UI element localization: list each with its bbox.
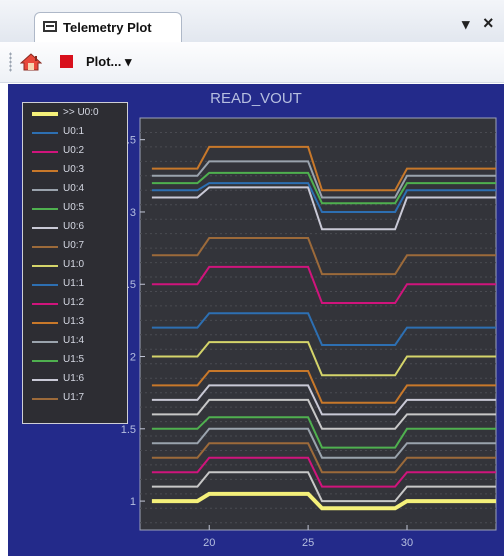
legend-label: U1:2 (63, 297, 85, 308)
series-line (151, 471, 496, 503)
legend-label: U0:1 (63, 126, 85, 137)
legend-swatch (32, 303, 58, 305)
legend-item[interactable]: U0:1 (29, 126, 125, 140)
legend-item[interactable]: U0:7 (29, 240, 125, 254)
home-button[interactable] (19, 52, 43, 72)
series-line (151, 416, 496, 449)
legend-item[interactable]: U0:6 (29, 221, 125, 235)
series-line (151, 171, 496, 205)
series-line (151, 265, 496, 304)
series-line (151, 370, 496, 404)
x-tick-label: 30 (401, 537, 413, 549)
series-line (151, 341, 496, 377)
legend-swatch (32, 246, 58, 248)
home-icon (19, 53, 43, 71)
legend-swatch (32, 284, 58, 286)
y-tick-label: 2 (130, 352, 136, 364)
series-line (151, 427, 496, 459)
legend-label: U1:4 (63, 335, 85, 346)
legend-swatch (32, 112, 58, 116)
legend-swatch (32, 398, 58, 400)
legend-label: U1:5 (63, 354, 85, 365)
tab-telemetry-plot[interactable]: Telemetry Plot (34, 12, 182, 42)
legend-item[interactable]: U0:4 (29, 183, 125, 197)
legend-item[interactable]: U1:7 (29, 392, 125, 406)
legend-item[interactable]: U1:1 (29, 278, 125, 292)
tab-title: Telemetry Plot (63, 20, 152, 35)
series-line (151, 491, 496, 511)
legend-swatch (32, 322, 58, 324)
y-tick-label: 1.5 (121, 424, 136, 436)
legend-label: >> U0:0 (63, 107, 99, 118)
stop-button[interactable] (60, 55, 73, 68)
legend-label: U1:7 (63, 392, 85, 403)
plot-menu-button[interactable]: Plot... ▾ (86, 54, 132, 69)
series-line (151, 456, 496, 488)
legend-swatch (32, 208, 58, 210)
legend-label: U1:6 (63, 373, 85, 384)
legend-label: U0:4 (63, 183, 85, 194)
legend-swatch (32, 379, 58, 381)
legend-item[interactable]: U1:5 (29, 354, 125, 368)
series-line (151, 160, 496, 199)
legend-item[interactable]: U1:0 (29, 259, 125, 273)
legend-swatch (32, 170, 58, 172)
legend-item[interactable]: U0:3 (29, 164, 125, 178)
window-icon (43, 21, 57, 32)
legend-label: U1:1 (63, 278, 85, 289)
legend-label: U0:3 (63, 164, 85, 175)
legend-label: U0:7 (63, 240, 85, 251)
legend-label: U1:3 (63, 316, 85, 327)
legend-item[interactable]: U0:5 (29, 202, 125, 216)
y-tick-label: 1 (130, 496, 136, 508)
document-tab-strip: Telemetry Plot ▾ × (0, 0, 504, 43)
series-line (151, 398, 496, 430)
legend-swatch (32, 341, 58, 343)
chart-title: READ_VOUT (210, 90, 302, 107)
legend-item[interactable]: U1:6 (29, 373, 125, 387)
x-tick-label: 25 (302, 537, 314, 549)
chart-legend[interactable]: >> U0:0 U0:1 U0:2 U0:3 U0:4 U0:5 U0:6 U0:7 U1:0 U… (22, 102, 128, 424)
legend-label: U0:5 (63, 202, 85, 213)
legend-item[interactable]: U0:2 (29, 145, 125, 159)
series-line (151, 145, 496, 192)
series-line (151, 312, 496, 346)
legend-swatch (32, 227, 58, 229)
toolbar-grip[interactable] (9, 52, 12, 72)
series-line (151, 442, 496, 474)
legend-swatch (32, 132, 58, 134)
legend-swatch (32, 151, 58, 153)
legend-item[interactable]: U1:4 (29, 335, 125, 349)
legend-label: U0:6 (63, 221, 85, 232)
y-tick-label: 3 (130, 207, 136, 219)
legend-label: U1:0 (63, 259, 85, 270)
legend-label: U0:2 (63, 145, 85, 156)
plot-toolbar: Plot... ▾ (0, 42, 504, 83)
legend-swatch (32, 265, 58, 267)
legend-item[interactable]: U1:2 (29, 297, 125, 311)
x-tick-label: 20 (203, 537, 215, 549)
legend-swatch (32, 360, 58, 362)
legend-item[interactable]: >> U0:0 (29, 107, 125, 121)
series-line (151, 186, 496, 231)
legend-swatch (32, 189, 58, 191)
series-line (151, 237, 496, 276)
chevron-down-icon[interactable]: ▾ (462, 16, 470, 33)
series-line (151, 384, 496, 416)
close-icon[interactable]: × (483, 13, 494, 33)
series-line (151, 182, 496, 213)
legend-item[interactable]: U1:3 (29, 316, 125, 330)
plot-area: 20 25 30 1 1.5 2 2.5 3 3.5 READ_VOUT >> U0:0 U0:1… (8, 84, 504, 556)
